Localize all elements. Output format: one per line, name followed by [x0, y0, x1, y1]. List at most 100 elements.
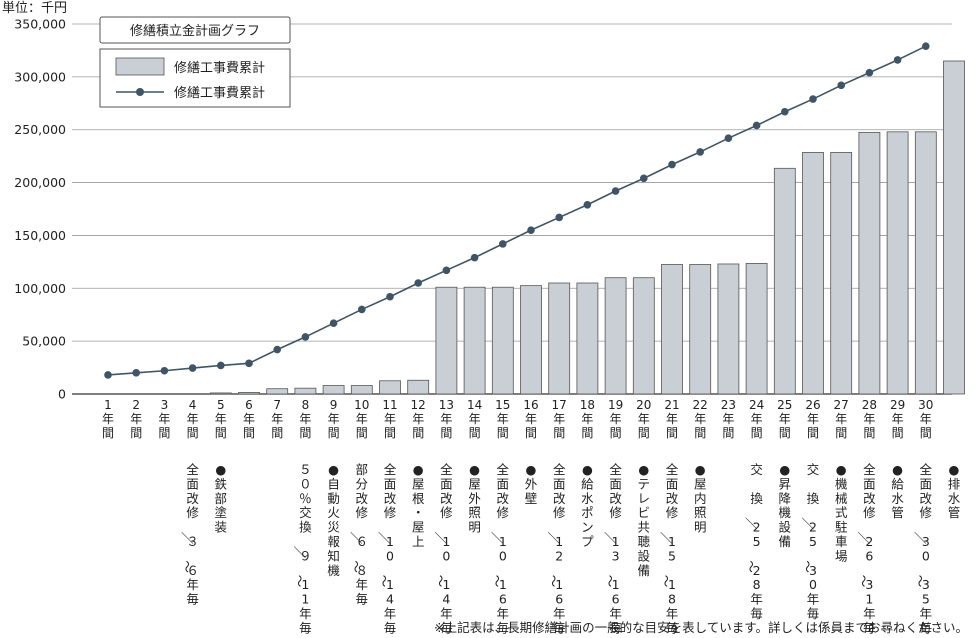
annotation: ●鉄部塗装	[215, 462, 228, 535]
x-tick-label-part: 間	[412, 426, 424, 440]
annotation: 全面改修／3 0 〜3 5 年毎	[913, 462, 933, 635]
x-tick-label-part: 4	[189, 398, 197, 412]
x-tick-label-part: 年	[807, 412, 819, 426]
annotation-char: 5	[753, 534, 761, 549]
annotation: ●給水管	[891, 462, 904, 520]
annotation-char: 〜	[913, 575, 928, 588]
x-tick-label-part: 間	[610, 426, 622, 440]
line-point	[781, 107, 789, 116]
line-point	[386, 292, 394, 301]
annotation-char: 昇	[779, 476, 792, 491]
annotation-char: 1	[555, 577, 563, 592]
x-tick-label-part: 年	[892, 412, 904, 426]
x-tick-label: 14 年間	[467, 398, 482, 440]
annotation-char: 年	[186, 577, 199, 592]
annotation-char: 修	[440, 505, 453, 520]
x-tick-label: 8 年間	[299, 398, 311, 440]
bar	[209, 392, 232, 395]
x-tick-label: 25 年間	[777, 398, 792, 440]
annotation-char: 修	[920, 505, 933, 520]
annotation-char: 0	[442, 548, 450, 563]
annotation: ●昇降機設備	[779, 462, 792, 549]
annotation-char: 内	[694, 491, 707, 506]
annotation-char: ●	[695, 462, 706, 477]
x-tick-label-part: 間	[299, 426, 311, 440]
y-tick-label: 350,000	[14, 17, 66, 32]
annotation-char: 毎	[609, 620, 622, 635]
x-tick-label-part: 11	[382, 398, 397, 412]
annotation-char: 4	[386, 592, 394, 607]
annotation-char: 年	[666, 606, 679, 621]
annotation-char: 2	[809, 520, 817, 535]
line-point	[527, 226, 535, 234]
annotation-char: 8	[753, 577, 761, 592]
annotation-char: 交	[750, 462, 763, 477]
x-tick-label-part: 20	[636, 398, 651, 412]
x-tick-label: 18 年間	[580, 398, 595, 440]
x-tick-label-part: 年	[581, 412, 593, 426]
annotation-char: 部	[356, 462, 369, 477]
x-tick-label: 22 年間	[693, 398, 708, 440]
x-tick-label-part: 年	[102, 412, 114, 426]
x-tick-label-part: 年	[328, 412, 340, 426]
legend-line-marker	[136, 88, 144, 96]
annotation-char: 毎	[920, 620, 933, 635]
annotation-char: 屋	[468, 476, 481, 491]
x-tick-label: 4 年間	[187, 398, 199, 440]
annotation: 全面改修／1 0 〜1 6 年毎	[490, 462, 510, 635]
annotation-char: 換	[807, 491, 820, 506]
annotation-char: 3	[612, 548, 620, 563]
annotation-char: ５	[299, 462, 312, 477]
annotation-char: 面	[863, 476, 876, 491]
annotation-char: 0	[386, 548, 394, 563]
annotation-char: 改	[920, 491, 933, 506]
annotation-char: 1	[612, 577, 620, 592]
annotation-char: 修	[553, 505, 566, 520]
x-tick-label: 24 年間	[749, 398, 764, 440]
annotation-char: 1	[442, 577, 450, 592]
annotation-char: 場	[835, 548, 848, 563]
annotation-char: 交	[299, 505, 312, 520]
annotation-char: 〜	[546, 575, 561, 588]
annotation-char: 6	[499, 592, 507, 607]
annotation-char: 年	[440, 606, 453, 621]
legend-title: 修繕積立金計画グラフ	[130, 23, 260, 39]
bar	[463, 286, 486, 395]
annotation-char: 照	[468, 505, 481, 520]
annotation-char: 1	[555, 534, 563, 549]
annotation-char: ●	[638, 462, 649, 477]
x-tick-label: 23 年間	[721, 398, 736, 440]
annotation-char: 6	[865, 548, 873, 563]
legend-box: 修繕積立金計画グラフ 修繕工事費累計 修繕工事費累計	[99, 16, 291, 108]
annotation-char: 1	[301, 592, 309, 607]
annotation-char: 〜	[800, 560, 815, 573]
annotation-char: 換	[750, 491, 763, 506]
x-tick-label-part: 間	[158, 426, 170, 440]
annotation-char: 水	[581, 491, 594, 506]
bar	[266, 388, 289, 395]
line-point	[329, 319, 338, 327]
x-tick-label-part: 年	[722, 412, 734, 426]
line-point	[611, 187, 620, 195]
annotation: 全面改修／1 2 〜1 6 年毎	[546, 462, 566, 635]
annotation: ●屋内照明	[694, 462, 707, 535]
annotation-char: 排	[948, 476, 961, 491]
annotation-char: ９	[299, 548, 312, 563]
y-tick-label: 0	[58, 387, 66, 402]
x-tick-label-part: 年	[694, 412, 706, 426]
bar	[943, 60, 965, 395]
x-tick-label-part: 間	[497, 426, 509, 440]
annotation-char: 〜	[743, 560, 758, 573]
line-point	[583, 200, 592, 209]
x-tick-label: 9 年間	[328, 398, 340, 440]
annotation-char: 火	[327, 505, 340, 520]
annotation-char: 年	[863, 606, 876, 621]
annotation-char: 改	[666, 491, 679, 506]
annotation-char: 1	[386, 534, 394, 549]
x-tick-label: 21 年間	[664, 398, 679, 440]
annotation: ５０％交換／９〜1 1 年毎	[292, 462, 312, 635]
x-tick-label-part: 17	[552, 398, 567, 412]
bar	[350, 385, 373, 395]
x-tick-label: 11 年間	[382, 398, 397, 440]
